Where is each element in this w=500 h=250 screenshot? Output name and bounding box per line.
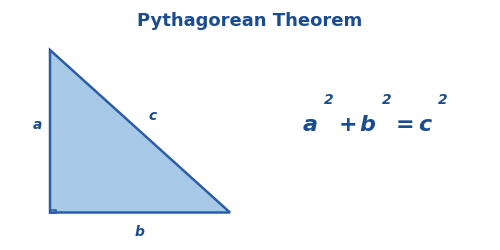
Text: b: b	[360, 115, 376, 135]
Text: b: b	[135, 226, 145, 239]
Text: c: c	[148, 109, 156, 123]
Text: 2: 2	[438, 93, 448, 107]
Text: 2: 2	[324, 93, 334, 107]
Polygon shape	[50, 50, 230, 212]
Text: a: a	[33, 118, 42, 132]
Text: +: +	[338, 115, 357, 135]
Text: c: c	[418, 115, 432, 135]
Text: =: =	[396, 115, 414, 135]
Text: 2: 2	[382, 93, 392, 107]
Text: Pythagorean Theorem: Pythagorean Theorem	[138, 12, 362, 30]
Text: a: a	[302, 115, 318, 135]
